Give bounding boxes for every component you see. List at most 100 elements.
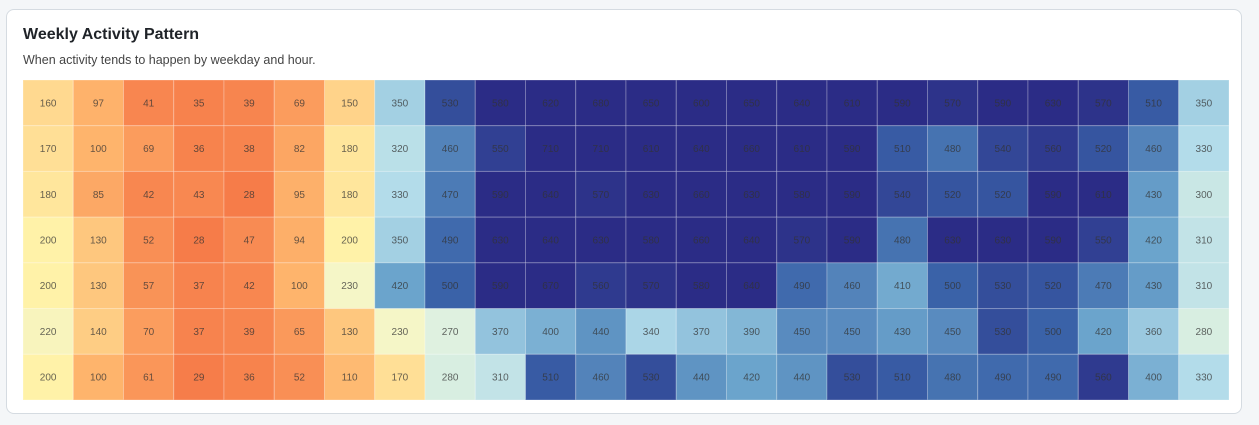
heatmap-cell (23, 125, 74, 172)
cell-value-label: 37 (193, 327, 205, 338)
cell-value-label: 530 (643, 373, 660, 384)
heatmap-cell (474, 308, 526, 355)
cell-value-label: 420 (743, 373, 760, 384)
cell-value-label: 590 (1045, 190, 1062, 201)
heatmap-cell (977, 170, 1029, 218)
cell-value-label: 52 (294, 373, 306, 384)
cell-value-label: 370 (492, 327, 509, 338)
cell-value-label: 590 (844, 190, 861, 201)
heatmap-cell (273, 353, 325, 400)
cell-value-label: 490 (995, 373, 1012, 384)
cell-value-label: 640 (542, 236, 559, 247)
heatmap-cell (273, 308, 325, 355)
cell-value-label: 69 (294, 98, 306, 109)
cell-value-label: 350 (1196, 98, 1213, 109)
cell-value-label: 340 (643, 327, 660, 338)
heatmap-cell (173, 125, 225, 172)
heatmap-cell (826, 80, 878, 127)
cell-value-label: 28 (244, 190, 256, 201)
heatmap-cell (1178, 262, 1229, 310)
cell-value-label: 36 (193, 144, 205, 155)
cell-value-label: 550 (492, 144, 509, 155)
cell-value-label: 85 (93, 190, 105, 201)
cell-value-label: 65 (294, 327, 306, 338)
heatmap-cell (675, 353, 727, 400)
heatmap-cell (625, 80, 677, 127)
cell-value-label: 130 (341, 327, 358, 338)
cell-value-label: 510 (894, 373, 911, 384)
heatmap-cell (1027, 308, 1079, 355)
cell-value-label: 170 (40, 144, 57, 155)
cell-value-label: 710 (593, 144, 610, 155)
heatmap-cell (1128, 262, 1180, 310)
cell-value-label: 610 (1095, 190, 1112, 201)
cell-value-label: 47 (244, 236, 256, 247)
heatmap-cell (72, 216, 124, 264)
heatmap-cell (374, 170, 426, 218)
heatmap-cell (977, 308, 1029, 355)
heatmap-cell (72, 80, 124, 127)
cell-value-label: 520 (944, 190, 961, 201)
heatmap-cell (324, 80, 376, 127)
heatmap-cell (223, 80, 275, 127)
heatmap-cell (977, 216, 1029, 264)
heatmap-cell (1027, 353, 1079, 400)
heatmap-cell (826, 353, 878, 400)
cell-value-label: 390 (743, 327, 760, 338)
cell-value-label: 230 (341, 281, 358, 292)
cell-value-label: 610 (794, 144, 811, 155)
cell-value-label: 460 (1145, 144, 1162, 155)
cell-value-label: 39 (244, 327, 256, 338)
heatmap-cell (1128, 80, 1180, 127)
heatmap-cell (223, 170, 275, 218)
cell-value-label: 330 (1196, 373, 1213, 384)
cell-value-label: 500 (442, 281, 459, 292)
heatmap-cell (1178, 80, 1229, 127)
cell-value-label: 180 (341, 190, 358, 201)
cell-value-label: 35 (193, 98, 205, 109)
cell-value-label: 280 (1196, 327, 1213, 338)
heatmap-cell (977, 262, 1029, 310)
cell-value-label: 160 (40, 98, 57, 109)
heatmap-cell (1077, 170, 1129, 218)
cell-value-label: 590 (894, 98, 911, 109)
heatmap-cell (575, 170, 627, 218)
cell-value-label: 330 (392, 190, 409, 201)
cell-value-label: 680 (593, 98, 610, 109)
cell-value-label: 630 (643, 190, 660, 201)
cell-value-label: 630 (743, 190, 760, 201)
heatmap: 160 97 41 35 39 69 150 350 530 580 620 680 650 600 650… (23, 80, 1229, 400)
cell-value-label: 57 (143, 281, 155, 292)
heatmap-cell (575, 308, 627, 355)
cell-value-label: 310 (1196, 281, 1213, 292)
heatmap-cell (123, 170, 175, 218)
heatmap-cell (927, 308, 979, 355)
heatmap-cell (123, 216, 175, 264)
heatmap-cell (625, 216, 677, 264)
cell-value-label: 630 (995, 236, 1012, 247)
cell-value-label: 150 (341, 98, 358, 109)
cell-value-label: 710 (542, 144, 559, 155)
cell-value-label: 530 (442, 98, 459, 109)
cell-value-label: 630 (492, 236, 509, 247)
cell-value-label: 640 (743, 281, 760, 292)
cell-value-label: 510 (542, 373, 559, 384)
heatmap-cell (977, 353, 1029, 400)
heatmap-cell (474, 262, 526, 310)
cell-value-label: 510 (894, 144, 911, 155)
cell-value-label: 180 (40, 190, 57, 201)
heatmap-cell (726, 216, 778, 264)
cell-value-label: 470 (442, 190, 459, 201)
cell-value-label: 330 (1196, 144, 1213, 155)
cell-value-label: 100 (90, 373, 107, 384)
heatmap-cell (23, 353, 74, 400)
heatmap-cell (726, 170, 778, 218)
cell-value-label: 42 (143, 190, 155, 201)
cell-value-label: 500 (1045, 327, 1062, 338)
cell-value-label: 310 (1196, 236, 1213, 247)
cell-value-label: 350 (392, 98, 409, 109)
heatmap-cell (927, 353, 979, 400)
cell-value-label: 220 (40, 327, 57, 338)
cell-value-label: 640 (542, 190, 559, 201)
heatmap-cell (123, 125, 175, 172)
